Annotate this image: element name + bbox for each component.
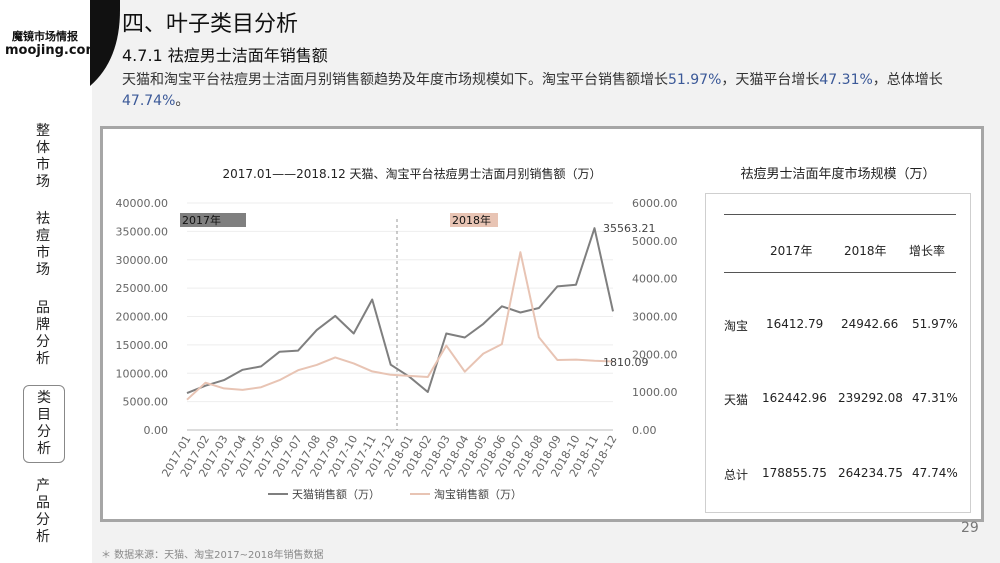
table-cell: 178855.75 (762, 466, 827, 480)
table-cell: 47.31% (912, 391, 958, 405)
sidebar-item-product-analysis[interactable]: 产品分析 (36, 478, 50, 545)
data-source-note: ＊ 数据来源：天猫、淘宝2017~2018年销售数据 (101, 550, 324, 561)
table-cell: 24942.66 (841, 317, 899, 331)
table-cell: 16412.79 (766, 317, 824, 331)
table-cell: 239292.08 (838, 391, 903, 405)
brand-name: 魔镜市场情报 (12, 30, 78, 43)
brand-domain: moojing.com (5, 43, 100, 58)
table-cell: 162442.96 (762, 391, 827, 405)
table-top-rule (724, 214, 956, 215)
table-header-rule (724, 272, 956, 273)
page-title: 四、叶子类目分析 (122, 12, 299, 37)
sidebar-nav: 整体市场 祛痘市场 品牌分析 类目分析 产品分析 (0, 90, 92, 563)
table-cell: 51.97% (912, 317, 958, 331)
table-row-label: 总计 (724, 468, 749, 482)
sidebar-item-brand-analysis[interactable]: 品牌分析 (36, 300, 50, 367)
sidebar-item-category-analysis[interactable]: 类目分析 (23, 385, 65, 463)
section-subtitle: 4.7.1 祛痘男士洁面年销售额 (122, 46, 328, 65)
logo-shape-icon (90, 0, 120, 86)
table-cell: 47.74% (912, 466, 958, 480)
table-header-2017: 2017年 (770, 244, 813, 258)
description: 天猫和淘宝平台祛痘男士洁面月别销售额趋势及年度市场规模如下。淘宝平台销售额增长5… (122, 72, 943, 109)
page-number: 29 (961, 520, 979, 536)
market-size-table (705, 193, 971, 513)
table-title: 祛痘男士洁面年度市场规模（万） (740, 167, 936, 182)
table-row-label: 淘宝 (724, 319, 749, 333)
table-cell: 264234.75 (838, 466, 903, 480)
sidebar-item-acne-market[interactable]: 祛痘市场 (36, 211, 50, 278)
sidebar-item-overall-market[interactable]: 整体市场 (36, 123, 50, 190)
table-header-2018: 2018年 (844, 244, 887, 258)
table-row-label: 天猫 (724, 393, 749, 407)
brand-logo: 魔镜市场情报 moojing.com (0, 0, 99, 70)
table-header-growth: 增长率 (909, 244, 946, 258)
